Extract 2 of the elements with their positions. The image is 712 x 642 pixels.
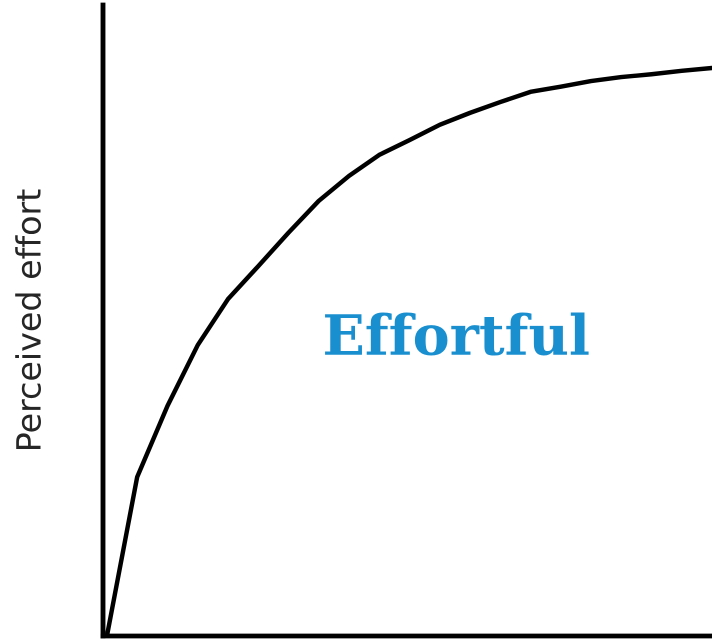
y-axis-title: Perceived effort <box>15 190 41 450</box>
annotation: Effortful <box>325 312 589 356</box>
